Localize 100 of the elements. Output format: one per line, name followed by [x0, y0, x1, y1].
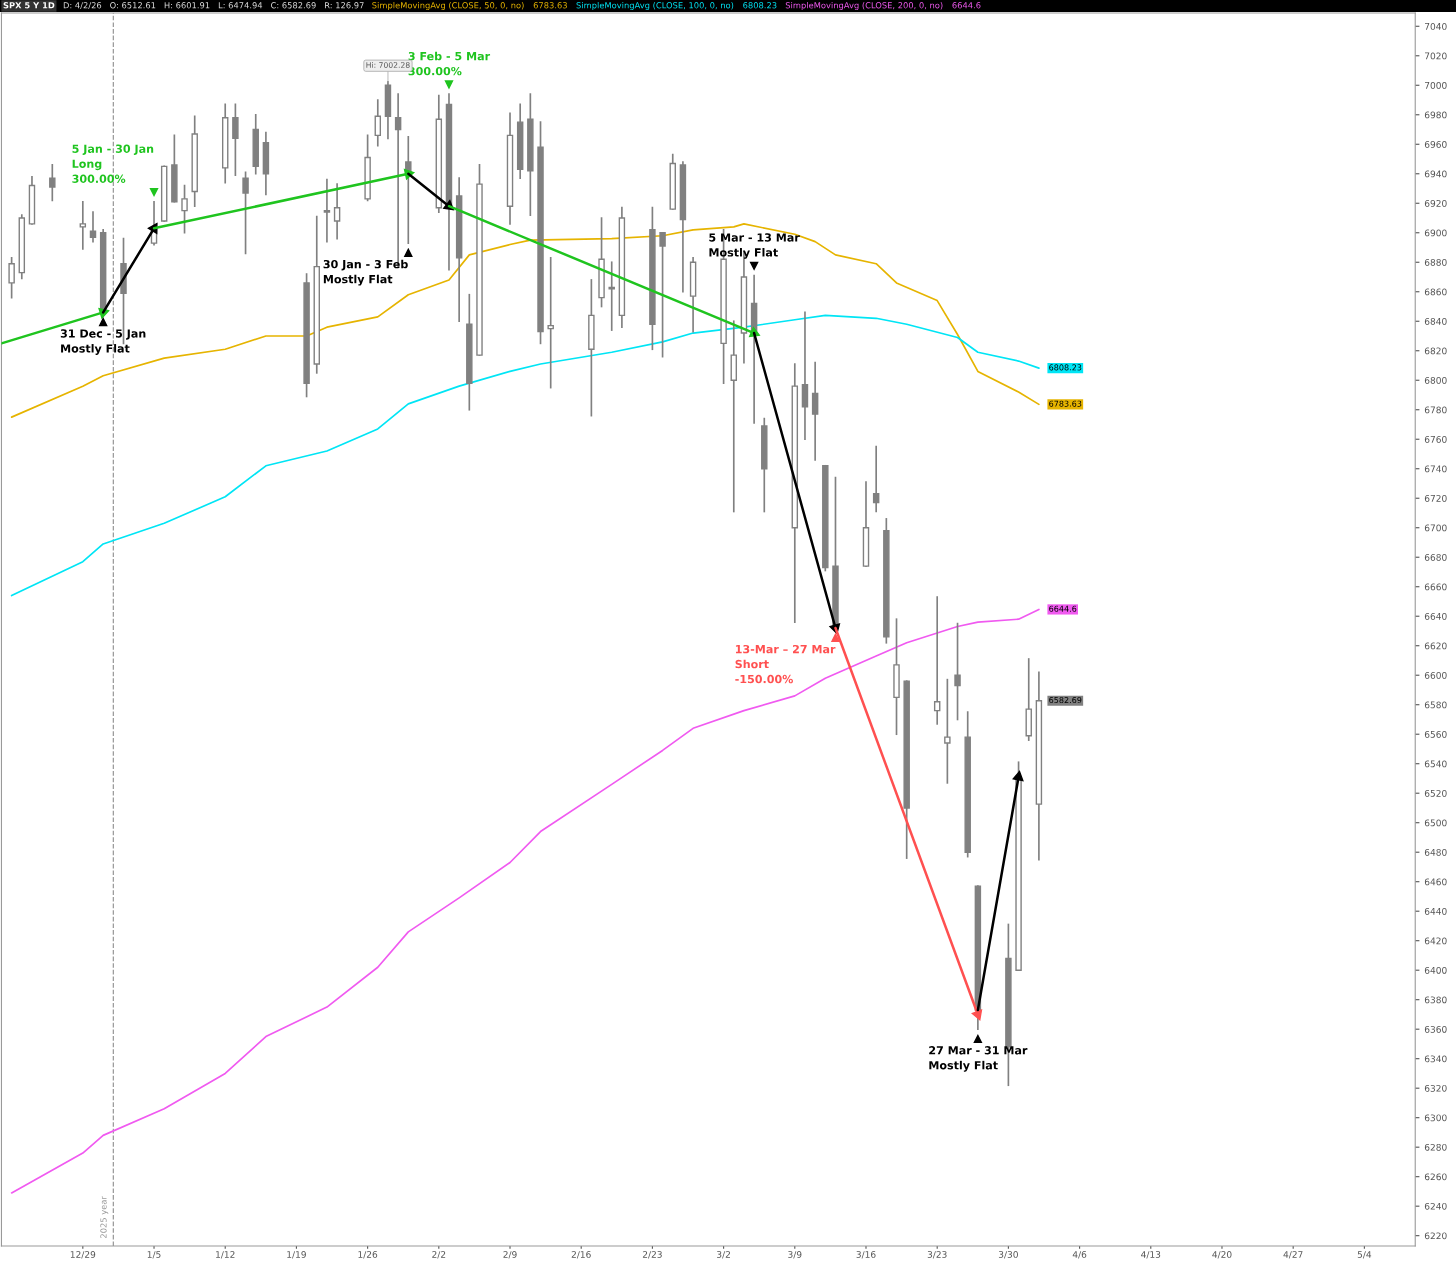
- text: 6582.69: [1049, 697, 1082, 704]
- x-tick-label: 1/5: [147, 1251, 161, 1259]
- y-tick-label: 6820: [1424, 347, 1447, 355]
- y-tick-label: 6680: [1424, 553, 1447, 561]
- x-tick-label: 1/19: [287, 1251, 306, 1259]
- y-tick-label: 6380: [1424, 996, 1447, 1004]
- candlestick: [333, 183, 341, 240]
- x-tick-label: 1/12: [216, 1251, 235, 1259]
- text: 6644.6: [952, 2, 981, 9]
- y-tick-label: 6520: [1424, 789, 1447, 797]
- x-tick-label: 3/23: [927, 1251, 947, 1259]
- text: 6808.23: [743, 2, 777, 9]
- y-tick-label: 6760: [1424, 435, 1447, 443]
- y-tick-label: 6920: [1424, 199, 1447, 207]
- y-tick-label: 6740: [1424, 465, 1447, 473]
- y-tick-label: 6940: [1424, 170, 1447, 178]
- y-tick-label: 6800: [1424, 376, 1447, 384]
- x-tick-label: 2/9: [503, 1251, 517, 1259]
- candlestick: [954, 622, 961, 721]
- candlestick: [933, 596, 941, 725]
- data-label: 6783.63: [1049, 400, 1082, 407]
- y-tick-label: 6360: [1424, 1025, 1447, 1033]
- x-tick-label: 3/16: [856, 1251, 876, 1259]
- candlestick: [79, 200, 87, 250]
- annotation: 27 Mar - 31 Mar Mostly Flat: [929, 1046, 1028, 1072]
- y-tick-label: 7020: [1425, 52, 1447, 60]
- x-tick-label: 1/26: [358, 1251, 378, 1259]
- x-tick-label: 4/20: [1212, 1251, 1232, 1259]
- chart-title: SPX 5 Y 1D: [3, 2, 55, 9]
- x-tick-label: 3/2: [717, 1251, 730, 1259]
- y-tick-label: 6560: [1424, 730, 1447, 738]
- data-label: 6808.23: [1049, 364, 1082, 371]
- candlestick: [374, 99, 382, 147]
- candlestick: [872, 445, 880, 513]
- y-tick-label: 6780: [1424, 406, 1447, 414]
- ref-line-label: 2025 year: [100, 1196, 109, 1238]
- x-tick-label: 5/4: [1357, 1251, 1372, 1259]
- annotation: 31 Dec - 5 Jan Mostly Flat: [60, 329, 146, 355]
- y-tick-label: 6900: [1424, 229, 1447, 237]
- x-tick-label: 3/30: [998, 1251, 1018, 1259]
- x-tick-label: 4/27: [1283, 1251, 1303, 1259]
- x-tick-label: 2/23: [642, 1251, 662, 1259]
- annotation: 5 Mar - 13 Mar Mostly Flat: [709, 233, 800, 259]
- candlestick: [232, 103, 239, 177]
- candlestick: [323, 178, 331, 243]
- y-tick-label: 6700: [1424, 524, 1447, 532]
- candlestick: [8, 256, 15, 299]
- candlestick: [49, 164, 56, 202]
- y-tick-label: 6660: [1424, 583, 1447, 591]
- text: SimpleMovingAvg (CLOSE, 200, 0, no): [785, 1, 943, 11]
- candlestick: [547, 256, 554, 389]
- y-tick-label: 6460: [1424, 878, 1447, 886]
- line-series: [10, 314, 1040, 597]
- annotation: 13-Mar – 27 Mar Short -150.00%: [735, 644, 836, 684]
- y-tick-label: 6320: [1424, 1084, 1447, 1092]
- x-tick-label: 2/2: [432, 1251, 446, 1259]
- line-series: [10, 223, 1040, 418]
- y-tick-label: 6340: [1424, 1055, 1447, 1063]
- y-tick-label: 6860: [1424, 288, 1447, 296]
- y-tick-label: 6980: [1424, 111, 1447, 119]
- y-tick-label: 6600: [1424, 671, 1447, 679]
- candlestick: [242, 171, 249, 255]
- text: 6783.63: [533, 2, 567, 9]
- annotation: 30 Jan - 3 Feb Mostly Flat: [323, 259, 408, 286]
- x-tick-label: 12/29: [70, 1251, 96, 1259]
- y-tick-label: 6440: [1424, 907, 1447, 915]
- x-tick-label: 4/6: [1072, 1251, 1087, 1259]
- y-tick-label: 6500: [1424, 819, 1447, 827]
- y-tick-label: 6220: [1424, 1232, 1447, 1240]
- y-tick-label: 6960: [1424, 140, 1447, 148]
- y-tick-label: 6720: [1424, 494, 1447, 502]
- y-tick-label: 6280: [1424, 1143, 1447, 1151]
- point: [971, 1009, 983, 1021]
- line-series: [10, 608, 1040, 1194]
- candlestick: [181, 184, 188, 234]
- y-tick-label: 6580: [1424, 701, 1447, 709]
- y-tick-label: 6620: [1424, 642, 1447, 650]
- candlestick: [89, 211, 97, 243]
- y-tick-label: 7040: [1425, 23, 1447, 30]
- y-tick-label: 6640: [1424, 612, 1447, 620]
- annotation: 5 Jan - 30 Jan Long 300.00%: [72, 144, 154, 183]
- chart-subtitle: D: 4/2/26 O: 6512.61 H: 6601.91 L: 6474.94 C: 6582.69 R: 126.97: [63, 2, 364, 10]
- y-tick-label: 6300: [1424, 1114, 1447, 1122]
- point: [1012, 770, 1024, 782]
- y-tick-label: 6480: [1424, 848, 1447, 856]
- text: SimpleMovingAvg (CLOSE, 50, 0, no): [372, 1, 524, 11]
- data-label: 6644.6: [1049, 605, 1077, 612]
- candlestick: [659, 231, 666, 358]
- y-tick-label: 7000: [1425, 82, 1447, 89]
- x-tick-label: 4/13: [1141, 1251, 1161, 1259]
- text: SimpleMovingAvg (CLOSE, 100, 0, no): [576, 1, 734, 11]
- candlestick: [944, 678, 951, 784]
- y-tick-label: 6400: [1424, 966, 1447, 974]
- x-tick-label: 3/9: [788, 1251, 802, 1259]
- y-tick-label: 6260: [1424, 1173, 1447, 1181]
- candlestick: [801, 311, 809, 441]
- x-tick-label: 2/16: [571, 1251, 591, 1259]
- candlestick: [811, 361, 819, 461]
- y-tick-label: 6420: [1424, 937, 1447, 945]
- y-tick-label: 6840: [1424, 317, 1447, 325]
